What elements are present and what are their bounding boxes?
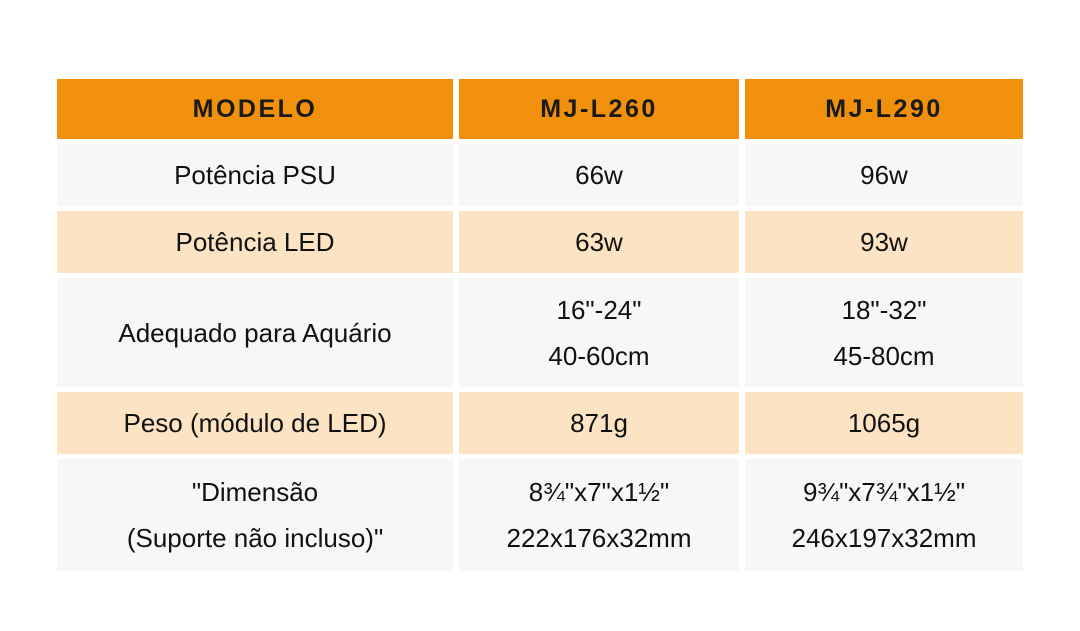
value-text: 96w <box>860 160 908 190</box>
value-mj-l260: 16"-24" 40-60cm <box>459 278 739 387</box>
row-label: Adequado para Aquário <box>57 278 453 387</box>
value-text: 93w <box>860 227 908 257</box>
row-label: Potência LED <box>57 211 453 273</box>
value-text-inches: 8¾"x7"x1½" <box>528 477 670 507</box>
value-mj-l290: 93w <box>745 211 1023 273</box>
value-text-inches: 18"-32" <box>841 294 927 325</box>
value-mj-l260: 63w <box>459 211 739 273</box>
row-label: "Dimensão (Suporte não incluso)" <box>57 459 453 571</box>
row-label-text: Adequado para Aquário <box>118 317 392 348</box>
value-mj-l260: 66w <box>459 144 739 206</box>
value-mj-l290: 96w <box>745 144 1023 206</box>
value-text: 66w <box>575 160 623 190</box>
row-label: Peso (módulo de LED) <box>57 392 453 454</box>
row-label-text-line1: "Dimensão <box>191 477 319 507</box>
row-label-text-line2: (Suporte não incluso)" <box>126 523 384 553</box>
value-text-cm: 45-80cm <box>833 340 935 371</box>
row-label: Potência PSU <box>57 144 453 206</box>
row-label-text: Peso (módulo de LED) <box>123 408 387 438</box>
header-mj-l290: MJ-L290 <box>745 79 1023 139</box>
value-text: 1065g <box>847 408 921 438</box>
value-text: 63w <box>575 227 623 257</box>
value-mj-l290: 18"-32" 45-80cm <box>745 278 1023 387</box>
value-text-mm: 222x176x32mm <box>506 523 692 553</box>
value-text-mm: 246x197x32mm <box>791 523 977 553</box>
value-text: 871g <box>570 408 628 438</box>
spec-table: MODELO MJ-L260 MJ-L290 Potência PSU 66w … <box>57 79 1023 571</box>
header-modelo: MODELO <box>57 79 453 139</box>
value-mj-l260: 871g <box>459 392 739 454</box>
row-label-text: Potência PSU <box>174 160 336 190</box>
row-label-text: Potência LED <box>175 227 335 257</box>
value-text-inches: 16"-24" <box>556 294 642 325</box>
value-mj-l260: 8¾"x7"x1½" 222x176x32mm <box>459 459 739 571</box>
value-text-inches: 9¾"x7¾"x1½" <box>802 477 966 507</box>
value-text-cm: 40-60cm <box>548 340 650 371</box>
header-mj-l260: MJ-L260 <box>459 79 739 139</box>
value-mj-l290: 9¾"x7¾"x1½" 246x197x32mm <box>745 459 1023 571</box>
value-mj-l290: 1065g <box>745 392 1023 454</box>
